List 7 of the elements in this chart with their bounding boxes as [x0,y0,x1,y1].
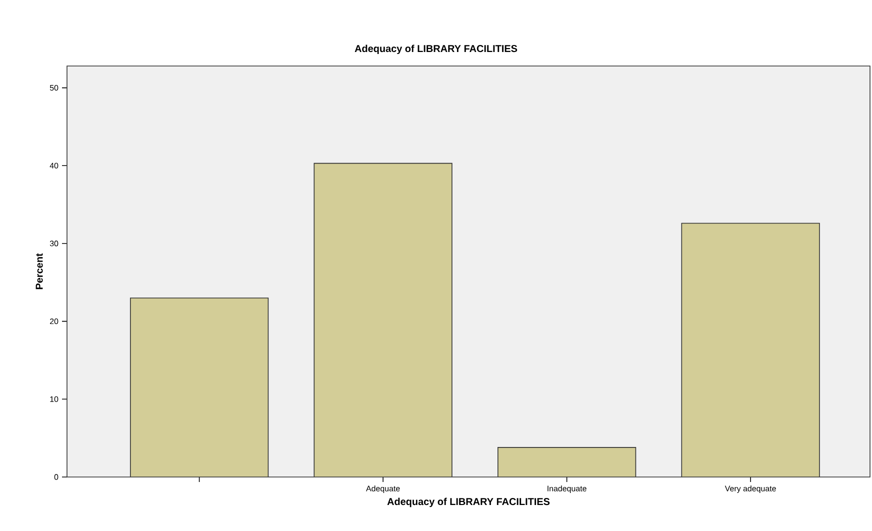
y-axis-title: Percent [36,253,43,290]
bar [314,163,452,477]
bar [498,447,636,477]
x-axis-title: Adequacy of LIBRARY FACILITIES [387,498,550,508]
bar [681,222,820,477]
bar [130,298,269,477]
chart-title: Adequacy of LIBRARY FACILITIES [354,44,518,54]
